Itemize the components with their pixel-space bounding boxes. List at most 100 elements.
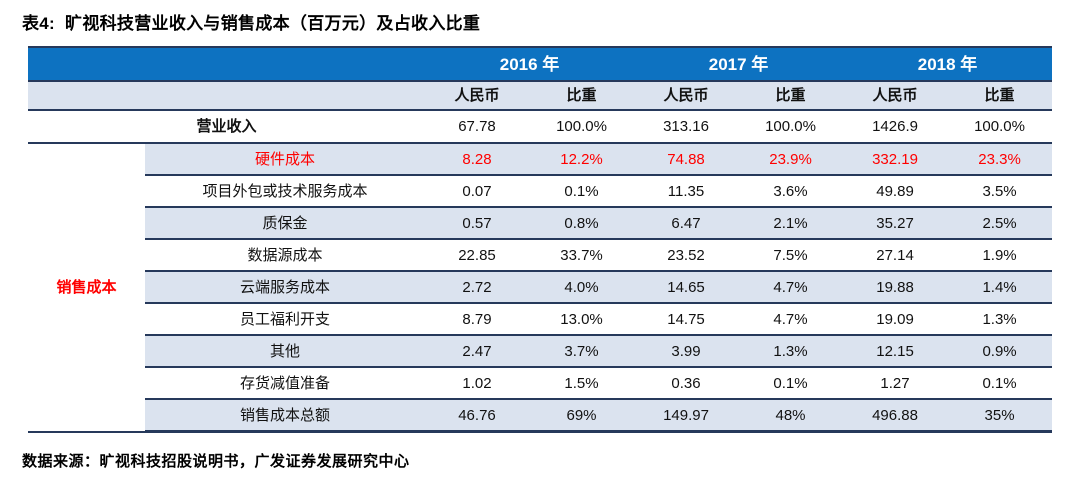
cell: 13.0%: [529, 303, 635, 336]
cell: 4.0%: [529, 271, 635, 304]
cell: 1.02: [425, 367, 529, 400]
row-operating-revenue: 营业收入 67.78 100.0% 313.16 100.0% 1426.9 1…: [28, 110, 1053, 144]
cell: 0.9%: [947, 335, 1053, 368]
cell: 11.35: [634, 175, 739, 208]
cell: 3.99: [634, 335, 739, 368]
cell: 2.72: [425, 271, 529, 304]
cell: 4.7%: [738, 303, 844, 336]
cell: 3.6%: [738, 175, 844, 208]
cell: 0.8%: [529, 207, 635, 240]
cell: 1.3%: [738, 335, 844, 368]
row-hardware-cost: 销售成本 硬件成本 8.28 12.2% 74.88 23.9% 332.19 …: [28, 143, 1053, 433]
row-total-cost-of-sales: 销售成本总额 46.76 69% 149.97 48% 496.88 35%: [28, 399, 1053, 433]
row-label: 数据源成本: [145, 239, 425, 272]
sub-header-row: 人民币 比重 人民币 比重 人民币 比重: [28, 81, 1053, 111]
row-label: 其他: [145, 335, 425, 368]
row-label: 质保金: [145, 207, 425, 240]
cell: 8.28: [425, 143, 529, 176]
year-header-2017: 2017 年: [634, 46, 844, 82]
cell: 74.88: [634, 143, 739, 176]
col-header-rmb-2017: 人民币: [634, 81, 739, 111]
cell: 0.57: [425, 207, 529, 240]
sub-header-spacer: [28, 81, 425, 111]
col-header-rmb-2018: 人民币: [843, 81, 948, 111]
row-label: 营业收入: [28, 110, 425, 144]
cell: 496.88: [843, 399, 948, 433]
data-source-note: 数据来源：旷视科技招股说明书，广发证券发展研究中心: [22, 453, 410, 470]
row-inventory-impairment: 存货减值准备 1.02 1.5% 0.36 0.1% 1.27 0.1%: [28, 367, 1053, 400]
group-label-cost-of-sales: 销售成本: [28, 143, 145, 433]
cell: 100.0%: [529, 110, 635, 144]
cell: 33.7%: [529, 239, 635, 272]
cell: 19.88: [843, 271, 948, 304]
row-other: 其他 2.47 3.7% 3.99 1.3% 12.15 0.9%: [28, 335, 1053, 368]
cell: 0.1%: [947, 367, 1053, 400]
cell: 2.47: [425, 335, 529, 368]
cell: 12.2%: [529, 143, 635, 176]
cell: 0.1%: [529, 175, 635, 208]
cell: 19.09: [843, 303, 948, 336]
cell: 22.85: [425, 239, 529, 272]
row-warranty-deposit: 质保金 0.57 0.8% 6.47 2.1% 35.27 2.5%: [28, 207, 1053, 240]
cell: 49.89: [843, 175, 948, 208]
cell: 27.14: [843, 239, 948, 272]
col-header-rmb-2016: 人民币: [425, 81, 529, 111]
row-label: 销售成本总额: [145, 399, 425, 433]
cell: 1.3%: [947, 303, 1053, 336]
cell: 14.65: [634, 271, 739, 304]
col-header-ratio-2016: 比重: [529, 81, 635, 111]
cell: 4.7%: [738, 271, 844, 304]
header-spacer: [28, 46, 425, 82]
cell: 1.5%: [529, 367, 635, 400]
row-staff-welfare-expense: 员工福利开支 8.79 13.0% 14.75 4.7% 19.09 1.3%: [28, 303, 1053, 336]
cell: 69%: [529, 399, 635, 433]
cell: 3.5%: [947, 175, 1053, 208]
col-header-ratio-2017: 比重: [738, 81, 844, 111]
cell: 8.79: [425, 303, 529, 336]
row-outsourcing-service-cost: 项目外包或技术服务成本 0.07 0.1% 11.35 3.6% 49.89 3…: [28, 175, 1053, 208]
row-cloud-service-cost: 云端服务成本 2.72 4.0% 14.65 4.7% 19.88 1.4%: [28, 271, 1053, 304]
cell: 1.9%: [947, 239, 1053, 272]
cell: 0.36: [634, 367, 739, 400]
cell: 100.0%: [738, 110, 844, 144]
cell: 1.4%: [947, 271, 1053, 304]
cell: 332.19: [843, 143, 948, 176]
revenue-cost-table: 2016 年 2017 年 2018 年 人民币 比重 人民币 比重 人民币 比…: [28, 46, 1053, 433]
page-title: 表4: 旷视科技营业收入与销售成本（百万元）及占收入比重: [0, 0, 1080, 34]
cell: 0.07: [425, 175, 529, 208]
row-data-source-cost: 数据源成本 22.85 33.7% 23.52 7.5% 27.14 1.9%: [28, 239, 1053, 272]
cell: 7.5%: [738, 239, 844, 272]
cell: 6.47: [634, 207, 739, 240]
cell: 1.27: [843, 367, 948, 400]
cell: 0.1%: [738, 367, 844, 400]
cell: 2.5%: [947, 207, 1053, 240]
cell: 1426.9: [843, 110, 948, 144]
cell: 35%: [947, 399, 1053, 433]
table-number-tag: 表4:: [22, 14, 56, 33]
cell: 48%: [738, 399, 844, 433]
year-header-2018: 2018 年: [843, 46, 1053, 82]
row-label: 项目外包或技术服务成本: [145, 175, 425, 208]
row-label: 员工福利开支: [145, 303, 425, 336]
row-label: 硬件成本: [145, 143, 425, 176]
cell: 23.3%: [947, 143, 1053, 176]
cell: 23.52: [634, 239, 739, 272]
cell: 35.27: [843, 207, 948, 240]
cell: 313.16: [634, 110, 739, 144]
cell: 23.9%: [738, 143, 844, 176]
row-label: 云端服务成本: [145, 271, 425, 304]
cell: 149.97: [634, 399, 739, 433]
cell: 14.75: [634, 303, 739, 336]
table-title-text: 旷视科技营业收入与销售成本（百万元）及占收入比重: [65, 14, 481, 33]
year-header-2016: 2016 年: [425, 46, 635, 82]
cell: 3.7%: [529, 335, 635, 368]
cell: 46.76: [425, 399, 529, 433]
cell: 100.0%: [947, 110, 1053, 144]
col-header-ratio-2018: 比重: [947, 81, 1053, 111]
cell: 12.15: [843, 335, 948, 368]
cell: 2.1%: [738, 207, 844, 240]
year-header-row: 2016 年 2017 年 2018 年: [28, 46, 1053, 82]
cell: 67.78: [425, 110, 529, 144]
row-label: 存货减值准备: [145, 367, 425, 400]
